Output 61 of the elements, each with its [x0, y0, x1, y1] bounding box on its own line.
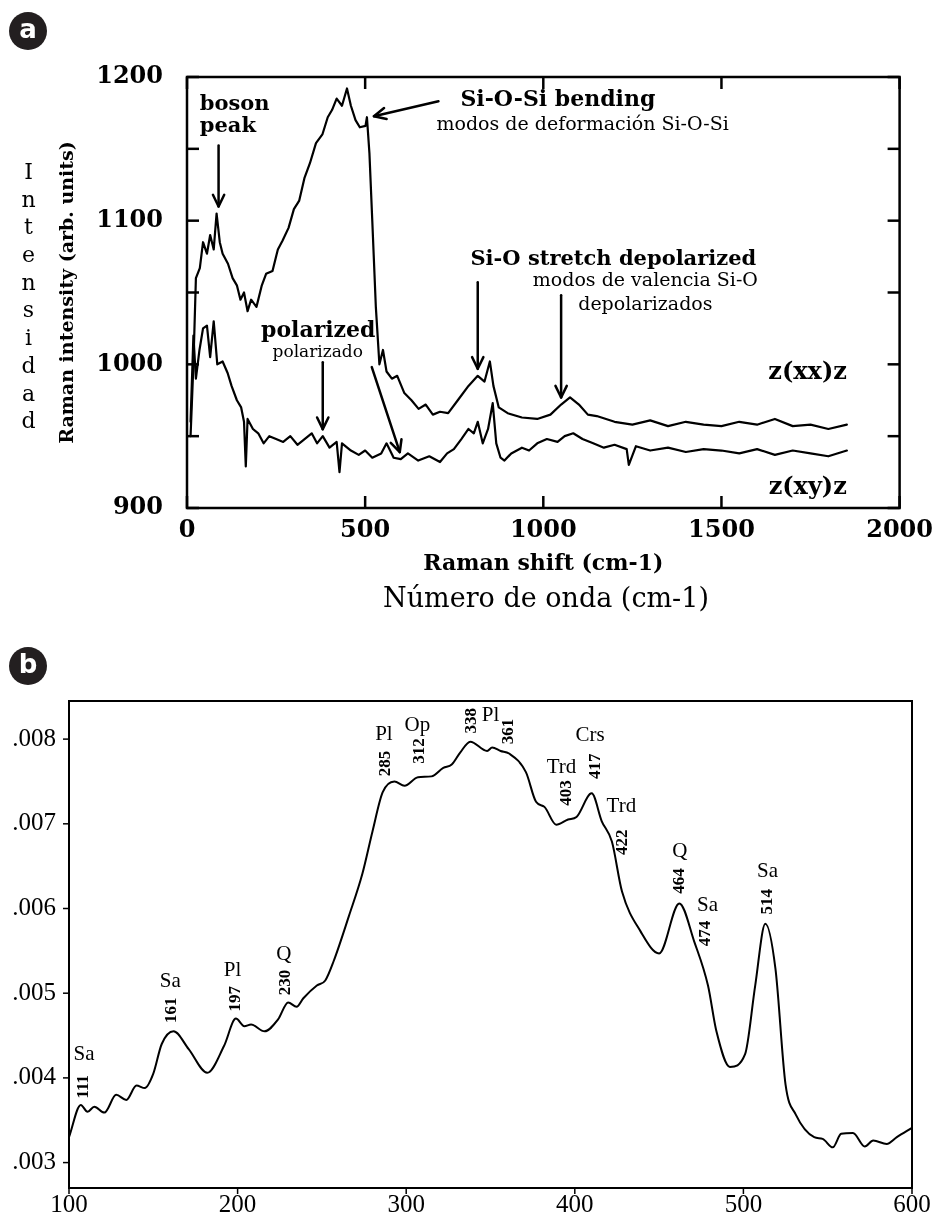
annotation: Sa — [697, 892, 719, 917]
y-tick-label: .006 — [12, 893, 56, 921]
annotation: 422 — [612, 829, 632, 856]
y-tick-label: .003 — [12, 1147, 56, 1175]
annotation: Pl — [481, 702, 500, 727]
annotation: 474 — [694, 920, 714, 947]
x-tick-label: 1000 — [509, 513, 577, 543]
annotation: Si-O-Si bending — [460, 84, 656, 111]
annotation: 285 — [374, 750, 394, 777]
y-tick-label: .005 — [12, 977, 56, 1005]
y-tick-label: 1000 — [96, 347, 163, 377]
x-tick-label: 400 — [556, 1189, 594, 1217]
annotation: Sa — [159, 967, 182, 992]
annotation: Sa — [757, 858, 779, 883]
y-axis-title: Raman intensity (arb. units) — [55, 141, 78, 444]
annotation: boson peak — [199, 89, 270, 137]
annotation: 338 — [460, 707, 480, 734]
y-tick-label: 900 — [112, 491, 163, 521]
annotation: 197 — [224, 985, 244, 1012]
y-tick-label: 1100 — [96, 203, 163, 233]
annotation: Pl — [375, 721, 393, 746]
annotation: 514 — [756, 888, 776, 915]
annotation: 111 — [73, 1074, 93, 1099]
series-label: z(xy)z — [768, 470, 847, 500]
x-tick-label: 500 — [340, 513, 391, 543]
annotation: modos de valencia Si-O depolarizados — [532, 268, 758, 315]
annotation: 361 — [498, 718, 518, 745]
annotation: polarizado — [272, 340, 363, 361]
annotation: Q — [276, 941, 292, 966]
annotation: Sa — [73, 1041, 96, 1066]
x-tick-label: 2000 — [866, 513, 933, 543]
annotation: Trd — [606, 793, 637, 818]
annotation: Op — [404, 711, 431, 736]
x-tick-label: 0 — [178, 513, 196, 543]
x-tick-label: 500 — [724, 1189, 763, 1217]
y-tick-label: .004 — [12, 1062, 57, 1090]
annotation: 312 — [408, 738, 428, 764]
x-tick-label: 600 — [893, 1189, 931, 1217]
x-tick-label: 200 — [218, 1189, 257, 1217]
x-tick-label: 100 — [50, 1189, 88, 1217]
annotation: Si-O stretch depolarized — [470, 244, 757, 270]
y-tick-label: 1200 — [96, 60, 163, 90]
legend-label: z(xx)z — [768, 355, 847, 385]
annotation: 161 — [161, 997, 181, 1024]
annotation: 403 — [556, 780, 576, 806]
text: Intensidad — [16, 159, 41, 436]
y-tick-label: .008 — [12, 723, 56, 751]
x-axis-title: Raman shift (cm-1) — [423, 548, 664, 575]
annotation: 417 — [584, 753, 604, 780]
annotation: 230 — [274, 969, 294, 996]
x-tick-label: 300 — [387, 1189, 425, 1217]
annotation: Trd — [546, 753, 577, 778]
annotation: Q — [672, 837, 688, 862]
y-tick-label: .007 — [12, 808, 56, 836]
text: Número de onda (cm-1) — [383, 582, 709, 614]
annotation: Crs — [575, 721, 605, 746]
annotation: modos de deformación Si-O-Si — [436, 112, 729, 135]
annotation: polarized — [261, 315, 376, 342]
annotation: 464 — [669, 867, 689, 894]
x-tick-label: 1500 — [688, 513, 755, 543]
annotation: Pl — [223, 957, 242, 982]
